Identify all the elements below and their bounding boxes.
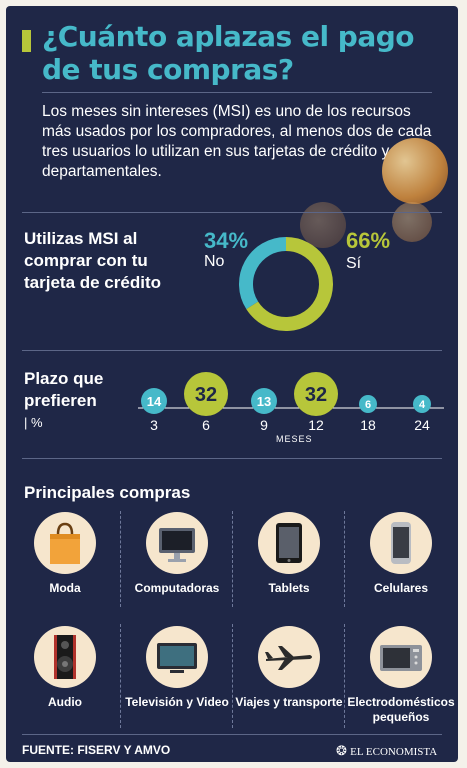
brand-logo: ❂ EL ECONOMISTA xyxy=(336,743,437,759)
grid-divider xyxy=(232,624,233,728)
donut-slice-sí xyxy=(246,237,333,331)
plazo-bubble xyxy=(141,388,167,414)
grid-divider xyxy=(344,624,345,728)
television-icon xyxy=(146,626,208,688)
plazo-bubble xyxy=(184,372,228,416)
plazo-bubble xyxy=(413,395,431,413)
grid-divider xyxy=(120,624,121,728)
plazo-value-label: 6 xyxy=(365,399,371,411)
coin-icon xyxy=(300,202,346,248)
purchase-label: Viajes y transporte xyxy=(235,695,343,709)
purchase-label: Audio xyxy=(48,695,82,709)
purchase-label: Electrodomésticos pequeños xyxy=(347,695,455,724)
usage-donut-chart xyxy=(239,237,333,331)
purchase-label: Moda xyxy=(49,581,81,595)
plazo-bubble-chart: 14 3 32 6 13 9 32 12 6 18 4 24 xyxy=(138,372,444,433)
purchase-item-audio: Audio xyxy=(10,626,120,710)
plazo-unit-label: | % xyxy=(24,415,43,430)
plazo-bubble xyxy=(251,388,277,414)
airplane-icon xyxy=(258,626,320,688)
plazo-title: Plazo que prefieren xyxy=(24,369,104,410)
microwave-icon xyxy=(370,626,432,688)
no-percentage: 34% xyxy=(204,228,249,253)
purchase-label: Computadoras xyxy=(134,581,220,595)
source-note: FUENTE: FISERV Y AMVO xyxy=(22,743,171,757)
purchase-label: Celulares xyxy=(373,581,429,595)
brand-emblem: ❂ xyxy=(336,743,351,758)
plazo-bubble xyxy=(294,372,338,416)
page-title: ¿Cuánto aplazas el pago de tus compras? xyxy=(42,20,415,86)
plazo-value-label: 32 xyxy=(195,384,217,406)
purchase-item-computadoras: Computadoras xyxy=(122,512,232,596)
grid-divider xyxy=(120,511,121,607)
shopping-bag-icon xyxy=(34,512,96,574)
plazo-value-label: 32 xyxy=(305,384,327,406)
plazo-month-tick: 24 xyxy=(414,417,430,433)
smartphone-icon xyxy=(370,512,432,574)
section-divider xyxy=(22,212,442,213)
coin-icon xyxy=(382,138,448,204)
grid-divider xyxy=(344,511,345,607)
speaker-icon xyxy=(34,626,96,688)
desktop-computer-icon xyxy=(146,512,208,574)
plazo-bubble xyxy=(359,395,377,413)
axis-caption: MESES xyxy=(276,434,313,444)
purchase-item-celulares: Celulares xyxy=(346,512,456,596)
footer-divider xyxy=(22,734,442,735)
section-divider xyxy=(22,350,442,351)
plazo-month-tick: 3 xyxy=(150,417,158,433)
yes-label: Sí xyxy=(346,255,362,272)
infographic-card: ¿Cuánto aplazas el pago de tus compras? … xyxy=(6,6,458,762)
yes-percentage: 66% xyxy=(346,228,391,253)
coin-icon xyxy=(392,202,432,242)
plazo-month-tick: 12 xyxy=(308,417,324,433)
grid-divider xyxy=(232,511,233,607)
intro-text: Los meses sin intereses (MSI) es uno de … xyxy=(42,103,432,180)
plazo-month-tick: 6 xyxy=(202,417,210,433)
title-divider xyxy=(42,92,432,93)
plazo-month-tick: 18 xyxy=(360,417,376,433)
purchase-item-viajes: Viajes y transporte xyxy=(234,626,344,710)
purchase-item-electrodomesticos: Electrodomésticos pequeños xyxy=(346,626,456,725)
purchase-item-moda: Moda xyxy=(10,512,120,596)
no-label: No xyxy=(204,253,225,270)
purchases-title: Principales compras xyxy=(24,483,191,502)
brand-name: EL ECONOMISTA xyxy=(350,746,438,758)
donut-slice-no xyxy=(239,237,287,310)
purchase-label: Televisión y Video xyxy=(125,695,229,709)
section-divider xyxy=(22,458,442,459)
question-text: Utilizas MSI al comprar con tu tarjeta d… xyxy=(24,229,161,292)
purchase-label: Tablets xyxy=(268,581,310,595)
purchase-item-tablets: Tablets xyxy=(234,512,344,596)
tablet-icon xyxy=(258,512,320,574)
plazo-month-tick: 9 xyxy=(260,417,268,433)
plazo-value-label: 14 xyxy=(147,394,162,409)
title-accent-bar xyxy=(22,30,31,52)
plazo-value-label: 4 xyxy=(419,399,426,411)
purchase-item-television: Televisión y Video xyxy=(122,626,232,710)
plazo-value-label: 13 xyxy=(257,394,271,409)
